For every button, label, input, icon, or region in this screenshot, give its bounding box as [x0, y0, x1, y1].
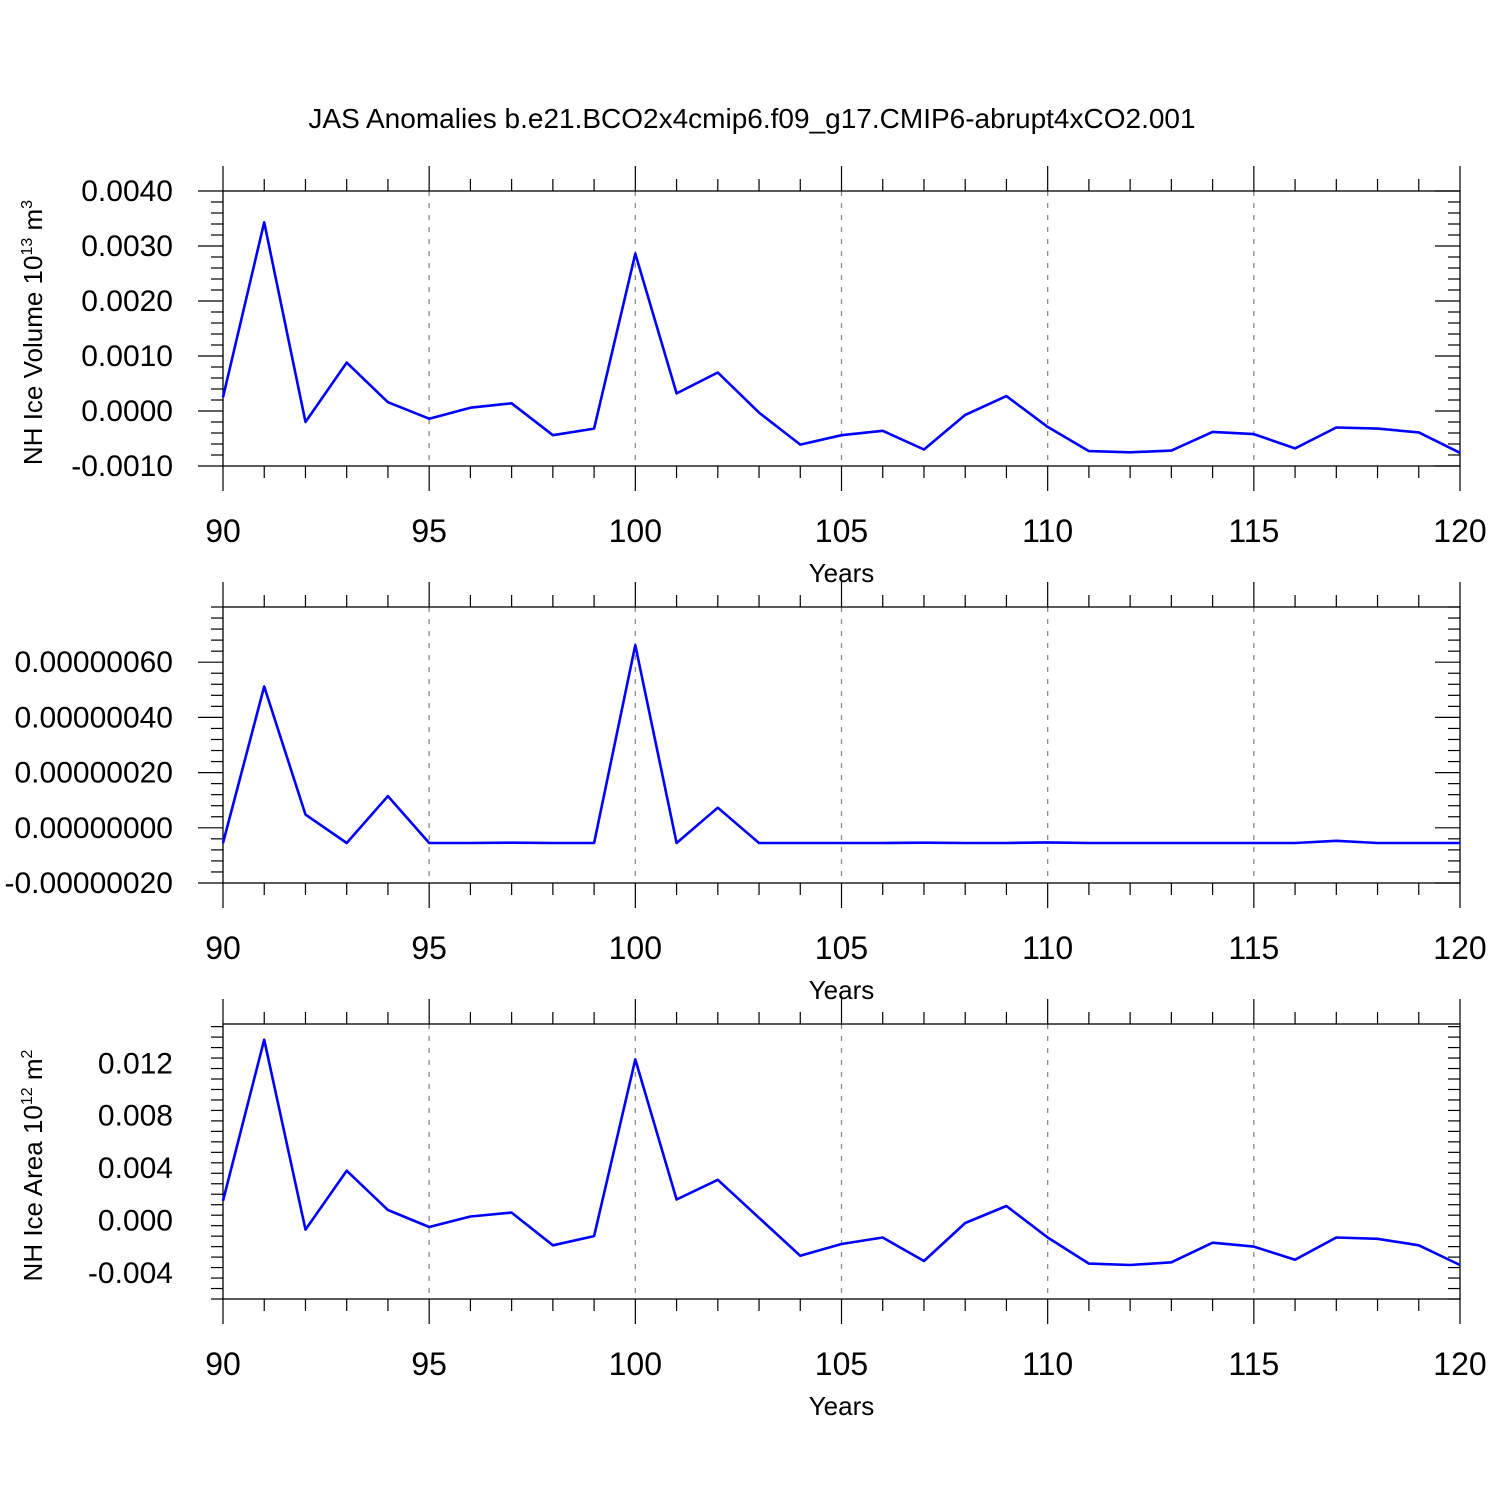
- panel-3: -0.004 0.000 0.004 0.008 0.012 90 95 100 105 110 1…: [18, 999, 1487, 1421]
- x-axis-title: Years: [809, 1391, 875, 1421]
- x-tick-label: 120: [1433, 513, 1486, 549]
- x-tick-label: 100: [609, 930, 662, 966]
- y-tick-label: 0.00000060: [15, 646, 174, 679]
- y-tick-label: 0.008: [98, 1100, 173, 1133]
- x-tick-label: 95: [411, 513, 447, 549]
- x-tick-label: 110: [1022, 1346, 1073, 1382]
- y-tick-label: 0.00000040: [15, 701, 174, 734]
- x-tick-label: 115: [1228, 930, 1279, 966]
- y-tick-label: 0.00000020: [15, 757, 174, 790]
- plot-frame: [222, 190, 1461, 467]
- x-tick-label: 100: [609, 513, 662, 549]
- y-tick-label: 0.0030: [81, 230, 173, 263]
- x-tick-label: 120: [1433, 1346, 1486, 1382]
- x-tick-label: 115: [1228, 513, 1279, 549]
- y-tick-label: 0.012: [98, 1047, 173, 1080]
- y-axis-title: NH Ice Volume 1013 m3: [18, 200, 48, 465]
- x-tick-label: 105: [815, 513, 868, 549]
- x-tick-label: 90: [205, 930, 241, 966]
- series-line: [221, 1038, 1461, 1267]
- panel-1: -0.0010 0.0000 0.0010 0.0020 0.0030 0.0040 90 9…: [18, 166, 1487, 588]
- y-tick-label: -0.0010: [71, 450, 173, 483]
- x-tick-label: 90: [205, 513, 241, 549]
- x-tick-label: 90: [205, 1346, 241, 1382]
- y-tick-label: 0.0010: [81, 340, 173, 373]
- plot-frame: [222, 1023, 1461, 1300]
- y-axis-title: NH Ice Area 1012 m2: [18, 1049, 48, 1281]
- x-tick-label: 105: [815, 1346, 868, 1382]
- y-tick-label: 0.004: [98, 1152, 173, 1185]
- x-tick-label: 100: [609, 1346, 662, 1382]
- chart-title: JAS Anomalies b.e21.BCO2x4cmip6.f09_g17.…: [308, 103, 1195, 134]
- x-tick-label: 105: [815, 930, 868, 966]
- y-tick-label: 0.0040: [81, 175, 173, 208]
- y-tick-label: 0.0020: [81, 285, 173, 318]
- x-tick-label: 110: [1022, 930, 1073, 966]
- x-tick-label: 115: [1228, 1346, 1279, 1382]
- y-tick-label: 0.00000000: [15, 812, 174, 845]
- series-line: [221, 221, 1461, 454]
- plot-frame: [222, 606, 1461, 884]
- y-tick-label: 0.0000: [81, 395, 173, 428]
- y-tick-label: -0.004: [88, 1257, 173, 1290]
- y-tick-label: -0.00000020: [5, 867, 174, 900]
- panel-2: -0.00000020 0.00000000 0.00000020 0.0000004…: [5, 582, 1487, 1005]
- series-line: [221, 643, 1460, 845]
- x-tick-label: 120: [1433, 930, 1486, 966]
- x-tick-label: 95: [411, 930, 447, 966]
- y-tick-label: 0.000: [98, 1204, 173, 1237]
- x-tick-label: 95: [411, 1346, 447, 1382]
- x-tick-label: 110: [1022, 513, 1073, 549]
